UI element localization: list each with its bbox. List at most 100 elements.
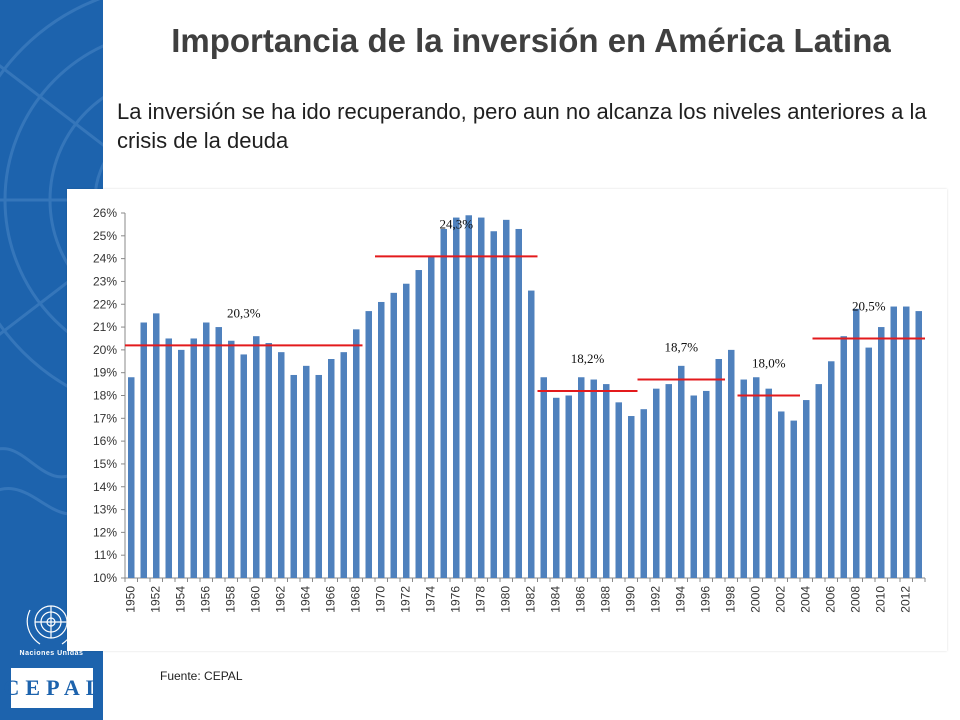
x-tick-label: 1974 bbox=[423, 586, 437, 613]
x-tick-label: 1996 bbox=[698, 586, 712, 613]
bar-2001 bbox=[765, 388, 772, 578]
y-tick-label: 21% bbox=[93, 320, 117, 334]
x-tick-label: 1960 bbox=[248, 586, 262, 613]
bar-1993 bbox=[665, 384, 672, 578]
bar-2010 bbox=[878, 327, 885, 578]
bar-1965 bbox=[315, 374, 322, 578]
bar-1971 bbox=[390, 292, 397, 578]
x-tick-label: 1986 bbox=[573, 586, 587, 613]
y-tick-label: 19% bbox=[93, 366, 117, 380]
bar-1972 bbox=[403, 283, 410, 578]
y-tick-label: 24% bbox=[93, 252, 117, 266]
bar-2007 bbox=[840, 336, 847, 578]
bar-1959 bbox=[240, 354, 247, 578]
bar-1952 bbox=[153, 313, 160, 578]
chart-panel: 10% 11% 12% 13% 14% 15% 16% 17% 18% 19% 20% 21% 22% 2… bbox=[67, 189, 947, 651]
x-tick-label: 1972 bbox=[398, 586, 412, 613]
bar-2006 bbox=[828, 361, 835, 578]
cepal-logo: CEPAL bbox=[4, 668, 100, 708]
bar-1988 bbox=[603, 384, 610, 578]
y-tick-label: 13% bbox=[93, 503, 117, 517]
bar-2002 bbox=[778, 411, 785, 578]
bar-1995 bbox=[690, 395, 697, 578]
x-tick-label: 2008 bbox=[848, 586, 862, 613]
y-tick-label: 17% bbox=[93, 411, 117, 425]
bar-1998 bbox=[728, 349, 735, 578]
bar-1999 bbox=[740, 379, 747, 578]
bar-1984 bbox=[553, 397, 560, 578]
un-name-label: Naciones Unidas bbox=[19, 650, 84, 657]
x-tick-label: 2000 bbox=[748, 586, 762, 613]
bar-2003 bbox=[790, 420, 797, 578]
x-tick-label: 2002 bbox=[773, 586, 787, 613]
bar-1989 bbox=[615, 402, 622, 578]
bar-1976 bbox=[453, 217, 460, 578]
bar-2011 bbox=[890, 306, 897, 578]
y-tick-label: 25% bbox=[93, 229, 117, 243]
x-tick-label: 2004 bbox=[798, 586, 812, 613]
x-tick-label: 2006 bbox=[823, 586, 837, 613]
y-tick-label: 18% bbox=[93, 389, 117, 403]
bar-1980 bbox=[503, 219, 510, 578]
x-tick-label: 1952 bbox=[148, 586, 162, 613]
x-tick-label: 1984 bbox=[548, 586, 562, 613]
investment-bar-chart: 10% 11% 12% 13% 14% 15% 16% 17% 18% 19% 20% 21% 22% 2… bbox=[93, 206, 926, 613]
bar-1969 bbox=[365, 311, 372, 578]
cepal-logo-text: CEPAL bbox=[3, 675, 103, 700]
slide-subtitle: La inversión se ha ido recuperando, pero… bbox=[117, 99, 927, 153]
bar-1986 bbox=[578, 377, 585, 578]
average-label-1999-2003: 18,0% bbox=[752, 356, 786, 371]
bar-1964 bbox=[303, 365, 310, 578]
bar-2009 bbox=[865, 347, 872, 578]
x-tick-label: 1992 bbox=[648, 586, 662, 613]
y-tick-label: 12% bbox=[93, 525, 117, 539]
average-label-1983-1990: 18,2% bbox=[571, 351, 605, 366]
bar-2000 bbox=[753, 377, 760, 578]
bar-2005 bbox=[815, 384, 822, 578]
bar-1968 bbox=[353, 329, 360, 578]
bar-2008 bbox=[853, 308, 860, 578]
y-tick-label: 15% bbox=[93, 457, 117, 471]
bar-1958 bbox=[228, 340, 235, 578]
bar-1982 bbox=[528, 290, 535, 578]
bar-1978 bbox=[478, 217, 485, 578]
bar-1985 bbox=[565, 395, 572, 578]
bar-1990 bbox=[628, 416, 635, 578]
bar-1977 bbox=[465, 215, 472, 578]
bar-1992 bbox=[653, 388, 660, 578]
slide-title: Importancia de la inversión en América L… bbox=[171, 22, 891, 59]
y-tick-label: 16% bbox=[93, 434, 117, 448]
x-tick-label: 1966 bbox=[323, 586, 337, 613]
bar-1961 bbox=[265, 343, 272, 578]
bar-1957 bbox=[215, 327, 222, 578]
bar-1955 bbox=[190, 338, 197, 578]
x-tick-label: 1988 bbox=[598, 586, 612, 613]
bar-1950 bbox=[128, 377, 135, 578]
bar-2012 bbox=[903, 306, 910, 578]
bar-1960 bbox=[253, 336, 260, 578]
bar-1953 bbox=[165, 338, 172, 578]
x-tick-label: 1968 bbox=[348, 586, 362, 613]
bar-1974 bbox=[428, 256, 435, 578]
bar-1994 bbox=[678, 365, 685, 578]
y-tick-label: 22% bbox=[93, 297, 117, 311]
source-note: Fuente: CEPAL bbox=[160, 669, 243, 683]
bar-1987 bbox=[590, 379, 597, 578]
bar-1956 bbox=[203, 322, 210, 578]
y-tick-label: 14% bbox=[93, 480, 117, 494]
x-tick-label: 2010 bbox=[873, 586, 887, 613]
average-label-1991-1997: 18,7% bbox=[664, 340, 698, 355]
average-label-1970-1982: 24,3% bbox=[439, 216, 473, 231]
x-tick-label: 1976 bbox=[448, 586, 462, 613]
bar-1997 bbox=[715, 359, 722, 578]
y-tick-label: 10% bbox=[93, 571, 117, 585]
x-tick-label: 2012 bbox=[898, 586, 912, 613]
x-tick-label: 1956 bbox=[198, 586, 212, 613]
bar-1951 bbox=[140, 322, 147, 578]
bar-1979 bbox=[490, 231, 497, 578]
bar-1962 bbox=[278, 352, 285, 578]
y-tick-label: 26% bbox=[93, 206, 117, 220]
x-tick-label: 1978 bbox=[473, 586, 487, 613]
x-tick-label: 1950 bbox=[123, 586, 137, 613]
bar-1991 bbox=[640, 409, 647, 578]
